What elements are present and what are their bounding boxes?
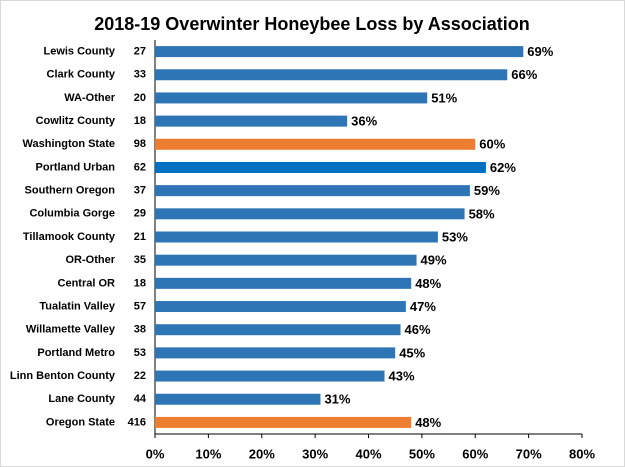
bar — [155, 277, 412, 289]
bar — [155, 161, 486, 173]
bar — [155, 231, 438, 243]
y-tick-label: Tualatin Valley — [39, 300, 115, 312]
count-label: 62 — [134, 161, 146, 173]
data-label: 58% — [469, 206, 495, 221]
y-tick-label: Lane County — [48, 393, 115, 405]
count-label: 29 — [134, 208, 146, 220]
count-label: 416 — [128, 416, 146, 428]
count-label: 57 — [134, 300, 146, 312]
data-label: 47% — [410, 299, 436, 314]
y-tick-label: Linn Benton County — [10, 370, 116, 382]
data-label: 48% — [415, 276, 441, 291]
bar — [155, 416, 412, 428]
data-label: 53% — [442, 229, 468, 244]
y-tick-label: Lewis County — [43, 45, 115, 57]
y-tick-label: Columbia Gorge — [29, 208, 115, 220]
data-label: 60% — [479, 137, 505, 152]
count-label: 18 — [134, 277, 146, 289]
y-tick-label: Portland Urban — [36, 161, 116, 173]
count-label: 38 — [134, 324, 146, 336]
y-tick-label: WA-Other — [64, 92, 115, 104]
y-tick-label: Southern Oregon — [25, 185, 116, 197]
bar — [155, 115, 348, 127]
x-tick-label: 30% — [302, 446, 328, 461]
count-label: 27 — [134, 45, 146, 57]
data-label: 36% — [351, 114, 377, 129]
x-tick-label: 50% — [409, 446, 435, 461]
count-label: 33 — [134, 69, 146, 81]
bar — [155, 393, 321, 405]
bar — [155, 46, 524, 58]
bar — [155, 347, 396, 359]
chart-title: 2018-19 Overwinter Honeybee Loss by Asso… — [94, 14, 530, 34]
y-tick-label: Clark County — [47, 69, 116, 81]
y-tick-label: Central OR — [58, 277, 116, 289]
y-tick-label: Willamette Valley — [26, 324, 116, 336]
y-tick-label: Portland Metro — [37, 347, 115, 359]
bar — [155, 69, 508, 81]
data-label: 31% — [324, 392, 350, 407]
bar — [155, 208, 465, 220]
data-label: 51% — [431, 90, 457, 105]
count-label: 37 — [134, 185, 146, 197]
x-tick-label: 70% — [516, 446, 542, 461]
y-tick-label: Oregon State — [46, 416, 115, 428]
bar — [155, 370, 385, 382]
data-label: 69% — [527, 44, 553, 59]
bar — [155, 92, 428, 104]
bar — [155, 324, 401, 336]
data-label: 43% — [389, 368, 415, 383]
count-label: 35 — [134, 254, 146, 266]
x-tick-label: 10% — [195, 446, 221, 461]
x-tick-label: 40% — [355, 446, 381, 461]
count-label: 21 — [134, 231, 146, 243]
data-label: 59% — [474, 183, 500, 198]
bar — [155, 185, 470, 197]
data-label: 45% — [399, 345, 425, 360]
bar — [155, 301, 406, 313]
x-tick-label: 20% — [249, 446, 275, 461]
y-tick-label: Cowlitz County — [36, 115, 116, 127]
data-label: 48% — [415, 415, 441, 430]
x-tick-label: 60% — [462, 446, 488, 461]
count-label: 22 — [134, 370, 146, 382]
y-tick-label: OR-Other — [66, 254, 116, 266]
bar — [155, 254, 417, 266]
x-tick-label: 80% — [569, 446, 595, 461]
count-label: 18 — [134, 115, 146, 127]
y-tick-label: Tillamook County — [23, 231, 116, 243]
count-label: 53 — [134, 347, 146, 359]
x-tick-label: 0% — [146, 446, 165, 461]
bar — [155, 138, 476, 150]
data-label: 66% — [511, 67, 537, 82]
data-label: 62% — [490, 160, 516, 175]
data-label: 49% — [421, 253, 447, 268]
count-label: 98 — [134, 138, 146, 150]
count-label: 44 — [134, 393, 147, 405]
y-tick-label: Washington State — [23, 138, 115, 150]
count-label: 20 — [134, 92, 146, 104]
data-label: 46% — [405, 322, 431, 337]
